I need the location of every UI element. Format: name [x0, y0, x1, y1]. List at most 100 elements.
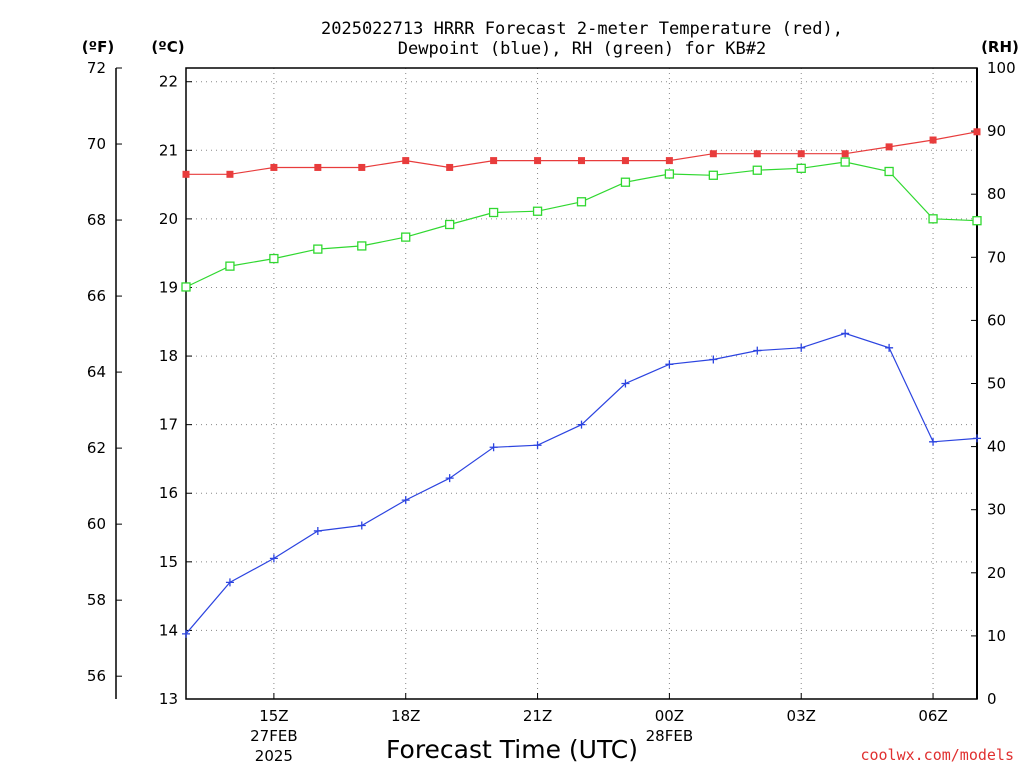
- rh-line: [185, 161, 978, 288]
- dewpoint-point: [445, 474, 454, 483]
- rh-point: [225, 261, 235, 271]
- rh-tick-label: 20: [987, 564, 1006, 582]
- x-tick-label: 21Z: [523, 707, 552, 725]
- celsius-tick-label: 19: [159, 278, 178, 296]
- temperature-point: [358, 163, 366, 171]
- fahrenheit-tick-label: 60: [87, 515, 106, 533]
- x-tick-label: 06Z: [918, 707, 947, 725]
- celsius-tick-label: 21: [159, 141, 178, 159]
- rh-point: [401, 232, 411, 242]
- rh-tick-label: 30: [987, 501, 1006, 519]
- rh-tick-label: 60: [987, 311, 1006, 329]
- rh-point: [664, 169, 675, 179]
- celsius-tick-label: 13: [159, 690, 178, 708]
- dewpoint-point: [709, 355, 718, 364]
- fahrenheit-tick-label: 62: [87, 439, 106, 457]
- rh-tick-label: 100: [987, 59, 1016, 77]
- fahrenheit-tick-label: 56: [87, 667, 106, 685]
- chart-title-line2: Dewpoint (blue), RH (green) for KB#2: [398, 39, 766, 59]
- rh-point: [357, 241, 367, 251]
- rh-point: [269, 253, 279, 264]
- dewpoint-point: [841, 329, 850, 338]
- temperature-point: [885, 143, 893, 151]
- celsius-tick-label: 20: [159, 210, 178, 228]
- rh-point: [840, 157, 850, 167]
- fahrenheit-tick-label: 58: [87, 591, 106, 609]
- dewpoint-point: [577, 420, 586, 429]
- dewpoint-point: [182, 629, 190, 638]
- rh-point: [972, 216, 982, 226]
- rh-point: [708, 170, 718, 180]
- celsius-tick-label: 22: [159, 73, 178, 91]
- dewpoint-point: [797, 343, 806, 352]
- fahrenheit-tick-label: 72: [87, 59, 106, 77]
- temperature-point: [578, 157, 585, 165]
- dewpoint-point: [357, 521, 366, 530]
- rh-point: [884, 166, 894, 177]
- dewpoint-point: [665, 360, 674, 369]
- dewpoint-point: [621, 379, 630, 388]
- rh-tick-label: 50: [987, 375, 1006, 393]
- celsius-tick-label: 16: [159, 484, 178, 502]
- dewpoint-point: [753, 346, 762, 355]
- temperature-point: [270, 163, 278, 171]
- celsius-unit-label: (ºC): [151, 38, 184, 56]
- x-tick-label: 18Z: [391, 707, 420, 725]
- dewpoint-point: [533, 441, 542, 450]
- data-series: [181, 128, 982, 638]
- rh-point: [488, 207, 499, 218]
- rh-tick-label: 70: [987, 248, 1006, 266]
- fahrenheit-tick-label: 64: [87, 363, 106, 381]
- temperature-point: [314, 163, 322, 171]
- x-tick-year-label: 2025: [255, 747, 293, 765]
- temperature-point: [490, 157, 498, 165]
- temperature-point: [446, 163, 454, 171]
- dewpoint-point: [885, 343, 894, 352]
- dewpoint-point: [929, 437, 938, 446]
- fahrenheit-unit-label: (ºF): [82, 38, 114, 56]
- fahrenheit-tick-label: 68: [87, 211, 106, 229]
- credit-text: coolwx.com/models: [860, 746, 1014, 764]
- rh-point: [313, 244, 323, 254]
- x-axis-title: Forecast Time (UTC): [386, 735, 638, 764]
- temperature-point: [621, 157, 629, 165]
- temperature-point: [226, 170, 234, 178]
- temperature-point: [182, 170, 190, 178]
- rh-unit-label: (RH): [981, 38, 1019, 56]
- rh-point: [532, 206, 543, 216]
- temperature-point: [753, 150, 761, 158]
- celsius-tick-label: 17: [159, 416, 178, 434]
- temperature-point: [841, 150, 849, 158]
- x-tick-date-label: 28FEB: [646, 727, 693, 745]
- temperature-point: [797, 150, 805, 158]
- rh-point: [928, 214, 938, 224]
- x-tick-label: 03Z: [787, 707, 816, 725]
- rh-tick-label: 0: [987, 690, 997, 708]
- temperature-line: [186, 131, 978, 175]
- dewpoint-point: [401, 496, 410, 505]
- rh-point: [752, 165, 762, 175]
- x-tick-label: 15Z: [259, 707, 288, 725]
- temperature-point: [665, 157, 673, 165]
- celsius-tick-label: 14: [159, 621, 178, 639]
- dewpoint-line: [185, 332, 978, 635]
- rh-point: [620, 177, 631, 187]
- rh-tick-label: 10: [987, 627, 1006, 645]
- rh-point: [576, 197, 587, 207]
- temperature-point: [534, 157, 542, 165]
- fahrenheit-tick-label: 66: [87, 287, 106, 305]
- dewpoint-point: [269, 554, 278, 563]
- dewpoint-point: [973, 434, 981, 443]
- rh-point: [796, 163, 806, 173]
- rh-point: [445, 219, 455, 230]
- temperature-point: [973, 128, 981, 136]
- temperature-point: [709, 150, 717, 158]
- dewpoint-point: [225, 578, 234, 587]
- rh-point: [181, 282, 191, 292]
- temperature-point: [929, 136, 937, 144]
- fahrenheit-tick-label: 70: [87, 135, 106, 153]
- rh-tick-label: 80: [987, 185, 1006, 203]
- celsius-tick-label: 18: [159, 347, 178, 365]
